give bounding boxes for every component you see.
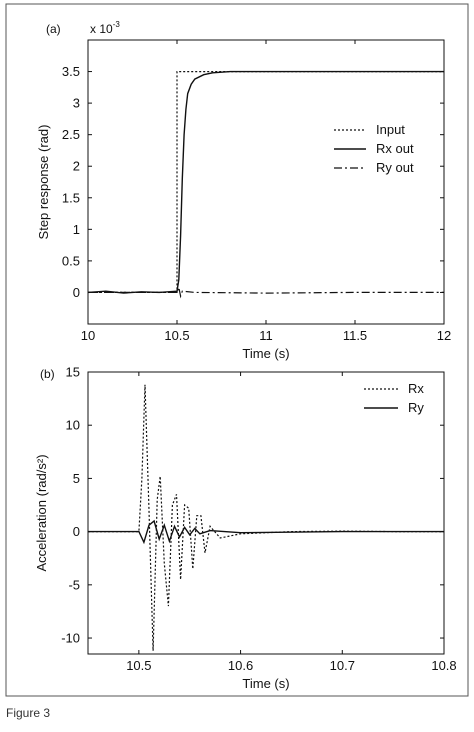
panel-a-y-tick-label: 1 (73, 222, 80, 237)
panel-a-y-tick-label: 0 (73, 285, 80, 300)
panel-b-x-tick-label: 10.8 (431, 658, 456, 673)
panel-a-x-tick-label: 10.5 (164, 328, 189, 343)
panel-a-series-group (87, 70, 444, 299)
panel-b-x-ticks: 10.5 10.6 10.7 10.8 (126, 372, 457, 673)
panel-a-exponent-power: -3 (113, 20, 121, 29)
panel-b-x-tick-label: 10.7 (330, 658, 355, 673)
panel-b-y-tick-label: -5 (68, 577, 80, 592)
panel-b-y-axis-label: Acceleration (rad/s²) (34, 454, 49, 571)
panel-a-label: (a) (46, 22, 61, 36)
panel-b-y-tick-label: -10 (61, 631, 80, 646)
panel-b-label: (b) (40, 367, 55, 381)
panel-b-series-group (88, 384, 444, 651)
legend-ry-out-label: Ry out (376, 160, 414, 175)
panel-b-x-tick-label: 10.5 (126, 658, 151, 673)
panel-b-series-rx (88, 384, 444, 651)
panel-a-x-tick-label: 10 (81, 328, 95, 343)
panel-a-y-tick-label: 0.5 (62, 253, 80, 268)
panel-a-y-tick-label: 1.5 (62, 190, 80, 205)
panel-b-plot-area (87, 371, 445, 655)
panel-b-legend: Rx Ry (364, 381, 424, 415)
legend-ry-label: Ry (408, 400, 424, 415)
panel-a-y-tick-label: 2 (73, 159, 80, 174)
panel-a-y-axis-label: Step response (rad) (36, 125, 51, 240)
panel-a: (a) x 10-3 10 10.5 11 11.5 12 00.511.522.533… (36, 20, 451, 361)
panel-a-exponent: x 10-3 (90, 20, 120, 36)
legend-rx-label: Rx (408, 381, 424, 396)
panel-b-series-ry (88, 519, 444, 545)
panel-a-x-tick-label: 11.5 (343, 328, 367, 343)
panel-a-x-axis-label: Time (s) (242, 346, 289, 361)
panel-b-x-tick-label: 10.6 (228, 658, 253, 673)
panel-a-x-tick-label: 12 (437, 328, 451, 343)
panel-b: (b) 10.5 10.6 10.7 10.8 -10 -5 0 5 10 15 Time (s… (34, 365, 457, 692)
panel-a-y-tick-label: 3 (73, 96, 80, 111)
legend-input-label: Input (376, 122, 405, 137)
panel-b-y-ticks: -10 -5 0 5 10 15 (61, 365, 444, 646)
panel-a-series-ry-out (88, 285, 444, 299)
panel-a-exponent-base: x 10 (90, 22, 113, 36)
panel-a-x-tick-label: 11 (259, 328, 273, 343)
figure-frame (5, 3, 469, 697)
panel-b-y-tick-label: 0 (73, 524, 80, 539)
panel-a-x-ticks: 10 10.5 11 11.5 12 (81, 40, 451, 343)
panel-a-y-tick-label: 3.5 (62, 64, 80, 79)
panel-a-legend: Input Rx out Ry out (334, 122, 414, 175)
panel-b-y-tick-label: 10 (66, 418, 80, 433)
panel-a-series-rx-out (87, 70, 444, 294)
panel-b-y-tick-label: 15 (66, 365, 80, 380)
legend-rx-out-label: Rx out (376, 141, 414, 156)
panel-b-y-tick-label: 5 (73, 471, 80, 486)
figure-caption: Figure 3 (6, 706, 51, 720)
panel-a-y-tick-label: 2.5 (62, 127, 80, 142)
panel-a-y-ticks: 0 0.5 1 1.5 2 2.5 3 3.5 (62, 64, 444, 300)
panel-b-x-axis-label: Time (s) (242, 676, 289, 691)
